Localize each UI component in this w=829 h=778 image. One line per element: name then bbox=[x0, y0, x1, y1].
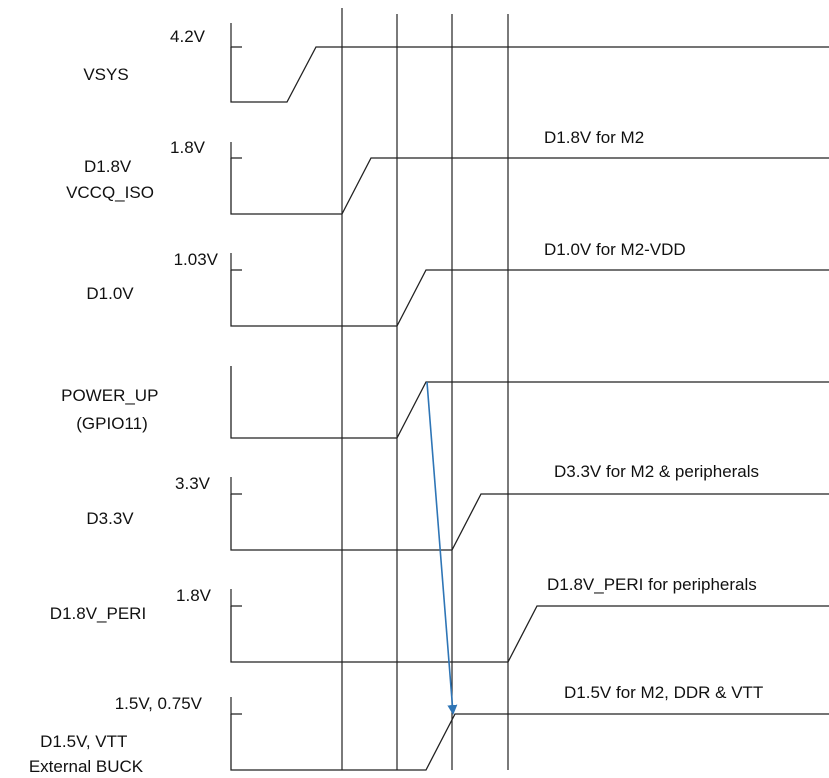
signal-level-d18: 1.8V bbox=[170, 138, 206, 157]
signal-level-d33: 3.3V bbox=[175, 474, 211, 493]
waveform-power-up bbox=[230, 366, 829, 439]
signal-name-power-up: POWER_UP (GPIO11) bbox=[61, 386, 163, 433]
signal-level-d18-peri: 1.8V bbox=[176, 586, 212, 605]
signal-name-d18-peri: D1.8V_PERI bbox=[50, 604, 146, 623]
signal-power-up: POWER_UP (GPIO11) bbox=[61, 366, 829, 439]
waveform-d33 bbox=[230, 493, 829, 551]
timing-marker-lines bbox=[341, 8, 509, 770]
level-tick-d33 bbox=[230, 477, 242, 495]
level-tick-vsys bbox=[230, 23, 242, 48]
signal-d18: D1.8V VCCQ_ISO 1.8V D1.8V for M2 bbox=[66, 128, 829, 215]
signal-name-d10: D1.0V bbox=[86, 284, 134, 303]
signal-name-vsys: VSYS bbox=[83, 65, 128, 84]
signal-name-d18: D1.8V VCCQ_ISO bbox=[66, 157, 154, 202]
signal-d15: D1.5V, VTT External BUCK 1.5V, 0.75V D1.… bbox=[29, 683, 829, 776]
signal-note-d33: D3.3V for M2 & peripherals bbox=[554, 462, 759, 481]
signal-level-vsys: 4.2V bbox=[170, 27, 206, 46]
waveform-vsys bbox=[230, 46, 829, 103]
signal-d10: D1.0V 1.03V D1.0V for M2-VDD bbox=[86, 240, 829, 327]
signal-d18-peri: D1.8V_PERI 1.8V D1.8V_PERI for periphera… bbox=[50, 575, 829, 663]
waveform-d18 bbox=[230, 157, 829, 215]
signal-level-d15: 1.5V, 0.75V bbox=[115, 694, 203, 713]
level-tick-d10 bbox=[230, 253, 242, 271]
signal-level-d10: 1.03V bbox=[174, 250, 219, 269]
dependency-arrow bbox=[426, 381, 458, 715]
level-tick-d18-peri bbox=[230, 589, 242, 607]
level-tick-d15 bbox=[230, 697, 242, 715]
waveform-d18-peri bbox=[230, 605, 829, 663]
waveform-d10 bbox=[230, 269, 829, 327]
signal-vsys: VSYS 4.2V bbox=[83, 23, 829, 103]
level-tick-d18 bbox=[230, 142, 242, 159]
signal-note-d18-peri: D1.8V_PERI for peripherals bbox=[547, 575, 757, 594]
waveform-d15 bbox=[230, 713, 829, 771]
signal-name-d15: D1.5V, VTT External BUCK bbox=[29, 732, 144, 776]
signal-note-d10: D1.0V for M2-VDD bbox=[544, 240, 686, 259]
signal-name-d33: D3.3V bbox=[86, 509, 134, 528]
signal-note-d15: D1.5V for M2, DDR & VTT bbox=[564, 683, 763, 702]
signal-d33: D3.3V 3.3V D3.3V for M2 & peripherals bbox=[86, 462, 829, 551]
signal-note-d18: D1.8V for M2 bbox=[544, 128, 644, 147]
